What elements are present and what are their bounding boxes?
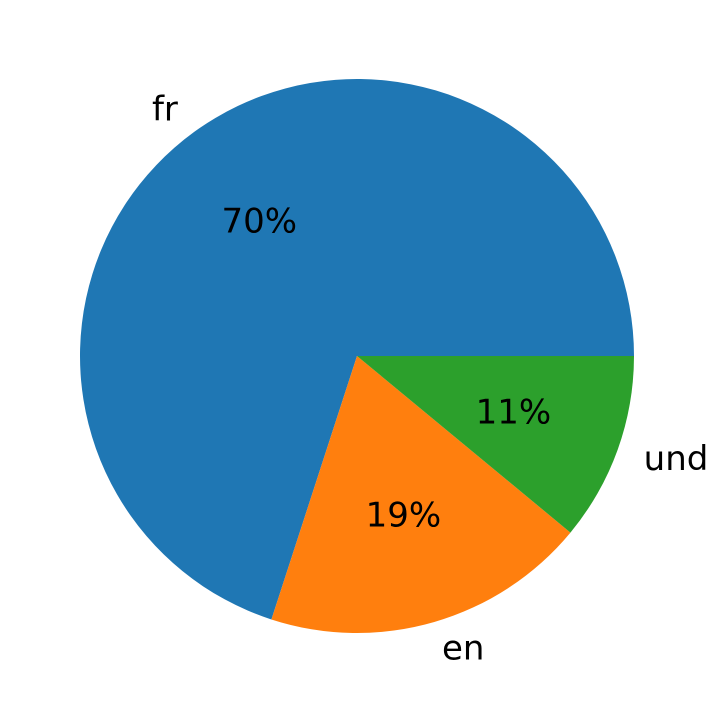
pie-slice-fr	[79, 78, 634, 620]
pct-label-fr: 70%	[222, 202, 298, 242]
category-label-fr: fr	[152, 89, 178, 129]
category-label-en: en	[442, 629, 484, 669]
pct-label-en: 19%	[366, 496, 442, 536]
pie-slice-en	[271, 356, 571, 633]
pie-slices	[79, 78, 634, 633]
category-labels: fr en und	[152, 89, 708, 668]
pie-slice-und	[357, 356, 634, 533]
pct-label-und: 11%	[476, 392, 552, 432]
percentage-labels: 70% 19% 11%	[222, 202, 552, 536]
category-label-und: und	[644, 439, 709, 479]
